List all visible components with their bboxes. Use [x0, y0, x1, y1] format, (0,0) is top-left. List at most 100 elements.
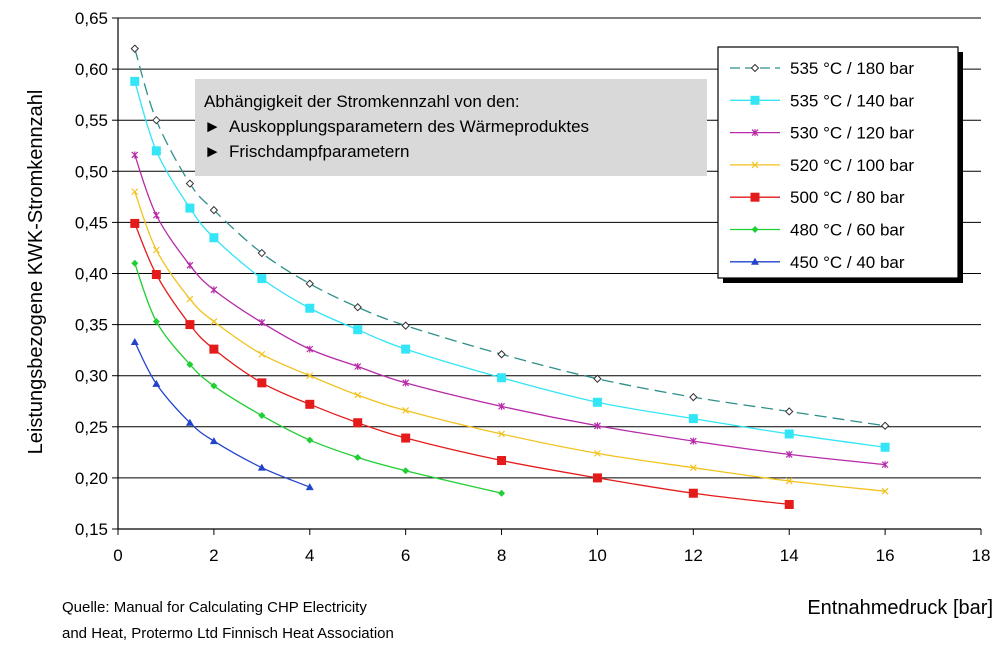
- data-point: [594, 449, 601, 457]
- data-point: [258, 350, 266, 358]
- data-point: [881, 487, 889, 495]
- y-tick-label: 0,55: [75, 111, 108, 130]
- data-point: [152, 246, 160, 254]
- data-point: [497, 350, 506, 359]
- data-point: [592, 397, 602, 407]
- data-point: [152, 115, 161, 125]
- data-point: [186, 360, 194, 368]
- data-point: [688, 488, 698, 498]
- data-point: [354, 363, 362, 371]
- data-point: [306, 345, 314, 353]
- y-tick-label: 0,15: [75, 520, 108, 539]
- data-point: [151, 146, 161, 156]
- data-point: [688, 414, 698, 424]
- legend-label: 535 °C / 140 bar: [790, 91, 914, 110]
- data-point: [401, 321, 410, 330]
- annotation-bullet-2: ►: [204, 142, 221, 161]
- annotation-item-2: Frischdampfparametern: [229, 142, 409, 161]
- legend-label: 520 °C / 100 bar: [790, 156, 914, 175]
- y-tick-label: 0,20: [75, 469, 108, 488]
- annotation-background: [195, 79, 707, 176]
- data-point: [751, 161, 759, 169]
- legend-item: 500 °C / 80 bar: [730, 188, 905, 207]
- data-point: [305, 303, 315, 313]
- series-3: [131, 151, 889, 469]
- series-7: [130, 337, 314, 491]
- data-point: [354, 391, 362, 399]
- y-tick-label: 0,65: [75, 9, 108, 28]
- legend-label: 450 °C / 40 bar: [790, 253, 905, 272]
- data-point: [258, 319, 266, 327]
- data-point: [785, 450, 793, 458]
- x-tick-label: 16: [876, 546, 895, 565]
- legend-label: 500 °C / 80 bar: [790, 188, 905, 207]
- data-point: [257, 274, 267, 284]
- data-point: [750, 95, 760, 105]
- data-point: [498, 489, 506, 497]
- legend-item: 535 °C / 140 bar: [730, 91, 914, 110]
- data-point: [185, 418, 194, 426]
- data-point: [750, 192, 760, 202]
- series-line: [134, 223, 790, 506]
- x-tick-label: 4: [305, 546, 314, 565]
- data-point: [497, 456, 507, 466]
- legend-item: 535 °C / 180 bar: [730, 59, 914, 78]
- data-point: [258, 412, 266, 420]
- data-point: [152, 379, 161, 387]
- data-point: [498, 402, 505, 410]
- data-point: [353, 303, 362, 312]
- data-point: [593, 374, 602, 383]
- legend-label: 530 °C / 120 bar: [790, 124, 914, 143]
- data-point: [402, 407, 410, 414]
- data-point: [305, 483, 314, 491]
- data-point: [130, 44, 139, 53]
- data-point: [131, 259, 139, 267]
- annotation-item-1: Auskopplungsparametern des Wärmeprodukte…: [229, 117, 589, 136]
- data-point: [880, 442, 890, 452]
- annotation-bullet-1: ►: [204, 117, 221, 136]
- data-point: [689, 392, 698, 402]
- series-1: [130, 44, 890, 430]
- y-tick-label: 0,50: [75, 162, 108, 181]
- data-point: [186, 295, 194, 303]
- data-point: [209, 233, 219, 243]
- source-line-2: and Heat, Protermo Ltd Finnisch Heat Ass…: [62, 625, 394, 642]
- data-point: [785, 477, 793, 485]
- legend-item: 520 °C / 100 bar: [730, 156, 914, 175]
- data-point: [131, 151, 139, 159]
- x-tick-label: 0: [113, 546, 122, 565]
- data-point: [594, 422, 601, 430]
- y-tick-label: 0,35: [75, 316, 108, 335]
- data-point: [354, 453, 362, 461]
- data-point: [751, 257, 759, 265]
- data-point: [402, 379, 410, 387]
- x-tick-label: 8: [497, 546, 506, 565]
- data-point: [592, 473, 602, 483]
- series-6: [131, 259, 506, 497]
- data-point: [784, 429, 794, 439]
- legend: 535 °C / 180 bar 535 °C / 140 bar 530 °C /…: [717, 46, 963, 283]
- legend-label: 535 °C / 180 bar: [790, 59, 914, 78]
- data-point: [401, 433, 411, 443]
- data-point: [353, 325, 363, 335]
- data-point: [306, 372, 314, 380]
- series-5: [130, 218, 794, 509]
- data-point: [257, 248, 267, 258]
- data-point: [209, 344, 219, 354]
- data-point: [186, 261, 194, 269]
- data-point: [151, 270, 161, 280]
- data-point: [257, 378, 267, 388]
- data-point: [498, 430, 505, 438]
- data-point: [130, 337, 139, 345]
- data-point: [784, 499, 794, 509]
- legend-label: 480 °C / 60 bar: [790, 221, 905, 240]
- legend-item: 450 °C / 40 bar: [730, 253, 905, 272]
- data-point: [185, 203, 195, 213]
- data-point: [750, 63, 760, 73]
- annotation-box: Abhängigkeit der Stromkennzahl von den: …: [195, 79, 707, 176]
- series-2: [130, 76, 890, 452]
- series-line: [134, 263, 502, 494]
- data-point: [130, 76, 140, 86]
- data-point: [353, 418, 363, 428]
